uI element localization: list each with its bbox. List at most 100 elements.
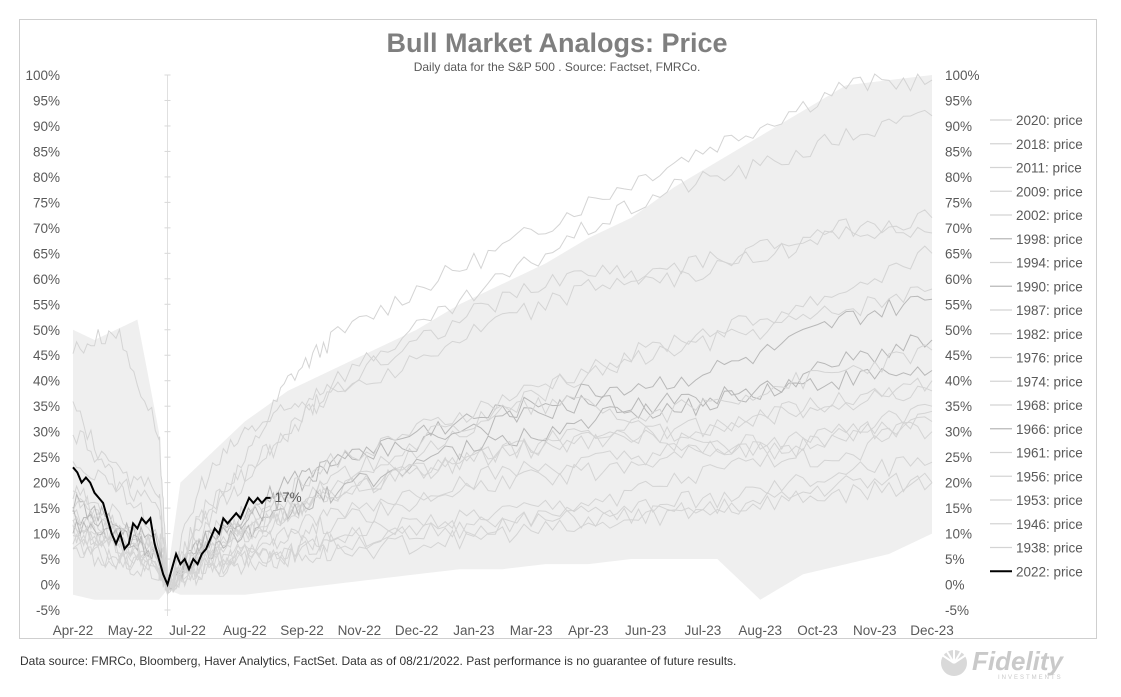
legend-item-label: 1982: price — [1016, 327, 1083, 342]
x-tick-label: Apr-22 — [53, 623, 94, 638]
x-tick-label: Dec-23 — [910, 623, 954, 638]
x-tick-label: Mar-23 — [510, 623, 553, 638]
x-tick-label: Dec-22 — [395, 623, 439, 638]
x-tick-label: Sep-22 — [280, 623, 324, 638]
y-tick-label-left: 50% — [33, 323, 60, 338]
x-tick-label: Apr-23 — [568, 623, 609, 638]
legend-item-label: 2009: price — [1016, 184, 1083, 199]
y-tick-label-left: 25% — [33, 450, 60, 465]
y-tick-label-right: 0% — [945, 578, 965, 593]
y-tick-label-left: 5% — [40, 552, 60, 567]
legend-item-label: 1961: price — [1016, 446, 1083, 461]
y-tick-label-left: 10% — [33, 527, 60, 542]
y-tick-label-right: 70% — [945, 221, 972, 236]
y-tick-label-right: 25% — [945, 450, 972, 465]
y-tick-label-left: 40% — [33, 374, 60, 389]
y-tick-label-right: 45% — [945, 348, 972, 363]
y-tick-label-left: 45% — [33, 348, 60, 363]
x-tick-label: Aug-22 — [223, 623, 267, 638]
annotation-17pct: 17% — [275, 490, 302, 505]
y-tick-label-left: 35% — [33, 399, 60, 414]
series-lines — [72, 73, 933, 596]
y-tick-label-right: 100% — [945, 68, 980, 83]
fidelity-emblem-icon — [941, 648, 967, 676]
series-line-2022 — [72, 466, 271, 588]
legend-item-label: 2022: price — [1016, 564, 1083, 579]
y-tick-label-right: 5% — [945, 552, 965, 567]
legend-item-label: 1966: price — [1016, 422, 1083, 437]
y-tick-label-left: 15% — [33, 501, 60, 516]
y-tick-label-right: 35% — [945, 399, 972, 414]
y-tick-label-right: 75% — [945, 195, 972, 210]
y-tick-label-left: -5% — [36, 603, 60, 618]
legend-item-label: 2002: price — [1016, 208, 1083, 223]
logo-wordmark: Fidelity — [972, 646, 1065, 676]
x-tick-label: Jan-23 — [453, 623, 494, 638]
series-line-1938 — [72, 219, 933, 585]
chart-subtitle: Daily data for the S&P 500 . Source: Fac… — [414, 60, 701, 74]
y-tick-label-left: 100% — [25, 68, 60, 83]
y-tick-label-right: 80% — [945, 170, 972, 185]
legend-item-label: 1990: price — [1016, 279, 1083, 294]
y-tick-label-right: 95% — [945, 93, 972, 108]
y-tick-label-left: 90% — [33, 119, 60, 134]
y-tick-label-left: 80% — [33, 170, 60, 185]
y-tick-label-right: 10% — [945, 527, 972, 542]
y-tick-label-left: 0% — [40, 578, 60, 593]
legend-item-label: 1946: price — [1016, 517, 1083, 532]
legend-item-label: 2020: price — [1016, 113, 1083, 128]
chart-title: Bull Market Analogs: Price — [386, 28, 727, 58]
legend-item-label: 1998: price — [1016, 232, 1083, 247]
y-tick-label-left: 65% — [33, 246, 60, 261]
legend-item-label: 1974: price — [1016, 374, 1083, 389]
y-tick-label-right: 90% — [945, 119, 972, 134]
logo-subtext: INVESTMENTS — [998, 675, 1063, 681]
x-tick-label: Oct-23 — [797, 623, 838, 638]
legend-item-label: 2018: price — [1016, 137, 1083, 152]
y-tick-label-right: 65% — [945, 246, 972, 261]
y-tick-label-left: 60% — [33, 272, 60, 287]
y-tick-label-right: 50% — [945, 323, 972, 338]
series-line-1956 — [72, 472, 933, 593]
series-line-1946 — [72, 403, 933, 594]
y-tick-label-right: 30% — [945, 425, 972, 440]
y-tick-label-right: -5% — [945, 603, 969, 618]
y-tick-label-left: 30% — [33, 425, 60, 440]
y-tick-label-right: 20% — [945, 476, 972, 491]
x-tick-label: Jul-22 — [169, 623, 206, 638]
range-band-area — [73, 75, 932, 600]
range-band — [73, 75, 932, 600]
axes — [164, 74, 171, 616]
y-tick-label-right: 85% — [945, 144, 972, 159]
y-tick-label-right: 55% — [945, 297, 972, 312]
x-tick-label: May-22 — [108, 623, 153, 638]
legend-item-label: 1994: price — [1016, 256, 1083, 271]
x-tick-label: Aug-23 — [738, 623, 782, 638]
y-tick-label-left: 70% — [33, 221, 60, 236]
series-line-1953 — [72, 344, 933, 596]
footer-note: Data source: FMRCo, Bloomberg, Haver Ana… — [20, 654, 737, 668]
fidelity-logo: Fidelity INVESTMENTS — [941, 646, 1065, 681]
y-tick-label-left: 95% — [33, 93, 60, 108]
legend-item-label: 1987: price — [1016, 303, 1083, 318]
y-tick-label-left: 75% — [33, 195, 60, 210]
y-tick-label-right: 60% — [945, 272, 972, 287]
y-tick-label-right: 15% — [945, 501, 972, 516]
y-tick-label-left: 55% — [33, 297, 60, 312]
legend-item-label: 1938: price — [1016, 541, 1083, 556]
x-tick-label: Jul-23 — [685, 623, 722, 638]
legend-item-label: 2011: price — [1016, 161, 1082, 176]
y-tick-label-left: 20% — [33, 476, 60, 491]
y-tick-label-right: 40% — [945, 374, 972, 389]
tick-labels: 100% 100% 95% 95% 90% 90% 85% 85% 80% 80% 75% 75% 70… — [25, 68, 979, 638]
series-line-1982 — [72, 209, 933, 584]
y-tick-label-left: 85% — [33, 144, 60, 159]
x-tick-label: Nov-22 — [338, 623, 382, 638]
legend-item-label: 1976: price — [1016, 351, 1083, 366]
x-tick-label: Jun-23 — [625, 623, 666, 638]
legend: 2020: price 2018: price 2011: price 2009: p… — [990, 113, 1083, 579]
legend-item-label: 1956: price — [1016, 469, 1083, 484]
x-tick-label: Nov-23 — [853, 623, 897, 638]
legend-item-label: 1968: price — [1016, 398, 1083, 413]
